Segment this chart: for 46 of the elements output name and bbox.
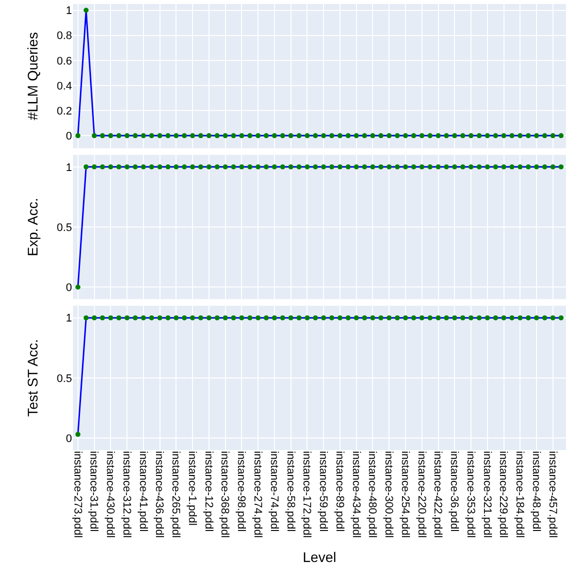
x-tick-label: instance-31.pddl (88, 451, 100, 532)
y-axis-title: Test ST Acc. (24, 339, 40, 417)
x-tick-label: instance-48.pddl (530, 451, 542, 532)
x-tick-label: instance-58.pddl (284, 451, 296, 532)
x-tick-label: instance-184.pddl (514, 451, 526, 538)
x-tick-label: instance-220.pddl (415, 451, 428, 538)
y-tick-label: 0 (66, 130, 72, 143)
y-axis-title: Exp. Acc. (24, 198, 40, 256)
x-tick-label: instance-273.pddl (71, 451, 84, 538)
x-tick-label: instance-300.pddl (382, 451, 395, 538)
x-tick-label: instance-1.pddl (186, 451, 198, 526)
x-tick-label: instance-422.pddl (432, 451, 444, 538)
x-tick-label: instance-457.pddl (546, 451, 558, 538)
y-tick-label: 0.8 (56, 30, 72, 42)
x-tick-label: instance-353.pddl (464, 451, 476, 538)
x-tick-label: instance-368.pddl (218, 451, 231, 538)
x-tick-label: instance-74.pddl (268, 451, 280, 532)
x-tick-label: instance-321.pddl (480, 451, 493, 538)
x-axis-title: Level (302, 549, 336, 565)
x-tick-label: instance-265.pddl (170, 451, 182, 538)
x-tick-label: instance-274.pddl (252, 451, 264, 538)
x-tick-label: instance-59.pddl (317, 451, 330, 532)
x-tick-label: instance-254.pddl (398, 451, 411, 538)
y-tick-label: 1 (66, 162, 72, 174)
x-tick-label: instance-480.pddl (366, 451, 378, 538)
y-tick-label: 0 (66, 432, 72, 445)
y-tick-label: 0.2 (56, 105, 72, 118)
x-tick-label: instance-430.pddl (104, 451, 116, 538)
x-tick-label: instance-36.pddl (448, 451, 460, 532)
x-tick-label: instance-229.pddl (497, 451, 510, 538)
x-tick-label: instance-436.pddl (153, 451, 166, 538)
y-tick-label: 1 (66, 5, 72, 18)
x-tick-label: instance-89.pddl (333, 451, 346, 532)
x-tick-label: instance-434.pddl (350, 451, 362, 538)
x-tick-label: instance-312.pddl (120, 451, 132, 538)
y-tick-label: 0.6 (56, 55, 72, 68)
x-tick-label: instance-172.pddl (300, 451, 313, 538)
y-tick-label: 0.4 (56, 80, 72, 92)
y-tick-label: 0 (66, 282, 72, 294)
y-axis-title: #LLM Queries (24, 32, 40, 120)
x-tick-label: instance-12.pddl (202, 451, 214, 532)
x-tick-label: instance-98.pddl (235, 451, 248, 532)
x-tick-label: instance-41.pddl (136, 451, 149, 532)
y-tick-label: 0.5 (56, 372, 72, 385)
y-tick-label: 1 (66, 312, 72, 325)
y-tick-label: 0.5 (56, 222, 72, 234)
